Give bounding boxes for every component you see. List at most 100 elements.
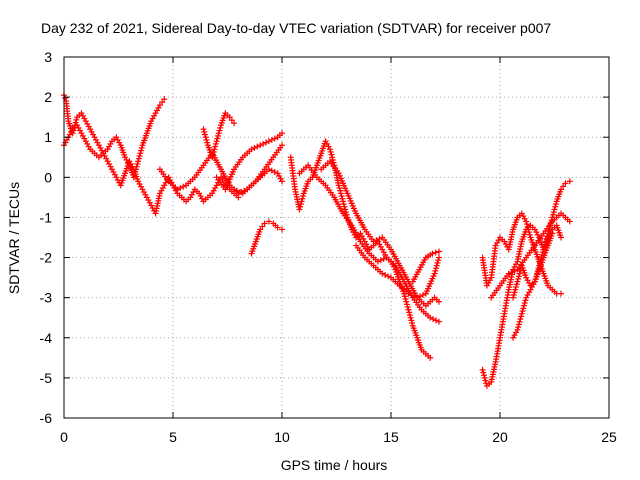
data-point [431,270,438,277]
y-tick-label: -3 [40,290,53,306]
x-tick-label: 20 [492,429,508,445]
data-point [161,96,168,103]
data-point-interp [434,259,441,266]
data-point-interp [300,193,307,200]
data-point-interp [417,293,424,300]
data-point-interp [338,193,345,200]
data-point-interp [201,131,208,138]
data-point-interp [254,143,261,150]
data-point [265,138,272,145]
data-point-interp [519,308,526,315]
data-point-interp [216,127,223,134]
data-point-interp [136,152,143,159]
y-tick-label: -4 [40,330,53,346]
data-point-interp [550,209,557,216]
data-point [279,142,285,149]
data-point-interp [433,265,440,272]
x-tick-label: 10 [274,429,290,445]
data-point [435,318,442,325]
data-point [558,186,565,193]
data-point [558,234,565,241]
data-point-interp [340,201,347,208]
data-point-interp [134,160,141,167]
data-point-interp [385,273,392,280]
data-point-interp [132,168,139,175]
data-point-interp [329,154,336,161]
data-point-interp [481,374,488,381]
data-point-interp [550,211,557,218]
data-point-interp [212,143,219,150]
data-point [414,294,421,301]
data-point [523,218,530,225]
data-point-interp [215,130,222,137]
data-point [435,254,442,261]
data-point [326,146,333,153]
data-point [174,186,181,193]
data-point-interp [404,304,411,311]
data-point-interp [515,273,522,280]
data-point-interp [327,148,334,155]
x-axis-label: GPS time / hours [281,457,388,473]
x-tick-label: 15 [383,429,399,445]
data-point [405,306,412,313]
data-point-interp [512,286,519,293]
data-point-interp [268,136,275,143]
data-point [231,186,238,193]
y-tick-label: 1 [44,129,52,145]
data-point-interp [259,223,266,230]
data-point-interp [521,300,528,307]
data-point-interp [511,267,518,274]
data-point-interp [260,140,267,147]
data-point-interp [510,291,517,298]
data-point-interp [137,150,144,157]
data-point-interp [552,201,559,208]
data-point-interp [217,124,224,131]
data-point-interp [131,171,138,178]
data-point-interp [480,369,487,376]
data-point-interp [402,296,409,303]
data-point [435,248,442,255]
data-point-interp [138,144,145,151]
data-point-interp [337,190,344,197]
y-axis-label: SDTVAR / TECUs [6,182,22,294]
data-point-interp [133,163,140,170]
data-point-interp [524,223,531,230]
data-point-interp [271,135,278,142]
data-point [248,146,255,153]
data-point-interp [336,185,343,192]
data-point-interp [409,320,416,327]
data-point-interp [430,316,437,323]
data-point-interp [297,201,304,208]
data-point-interp [520,305,527,312]
data-point-interp [516,318,523,325]
data-point-interp [512,283,519,290]
data-point-interp [201,128,208,135]
data-point-interp [433,317,440,324]
data-point-interp [299,195,306,202]
data-point-interp [523,221,530,228]
data-point [549,230,556,237]
data-point-interp [215,132,222,139]
data-point-interp [202,134,209,141]
data-point-interp [560,183,567,190]
data-point-interp [209,151,216,158]
data-point [558,290,565,297]
data-point [427,314,434,321]
data-point-interp [376,235,383,242]
data-point [405,290,412,297]
data-point-interp [298,198,305,205]
data-point-interp [382,271,389,278]
data-point-interp [433,262,440,269]
y-tick-label: -1 [40,209,53,225]
data-point [279,130,285,137]
data-point-interp [419,291,426,298]
data-point-interp [517,316,524,323]
data-point [479,366,486,373]
data-point-interp [233,187,240,194]
data-point-interp [210,148,217,155]
data-point-interp [337,187,344,194]
data-point-interp [516,270,523,277]
data-point-interp [522,297,529,304]
data-point-interp [73,116,80,123]
data-point-interp [180,183,187,190]
